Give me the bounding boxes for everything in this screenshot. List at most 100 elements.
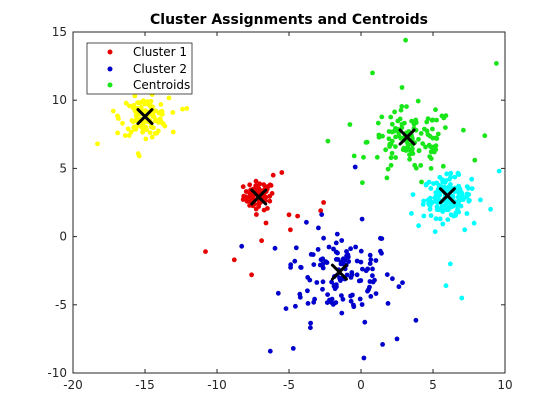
data-point xyxy=(110,108,116,114)
centroid-marker-4 xyxy=(398,128,416,146)
cluster-3-points xyxy=(409,168,502,301)
data-point xyxy=(354,272,360,278)
data-point xyxy=(383,147,388,153)
data-point xyxy=(389,121,395,127)
data-point xyxy=(305,301,311,306)
data-point xyxy=(496,168,502,174)
legend: Cluster 1 Cluster 2 Centroids xyxy=(86,42,193,95)
data-point xyxy=(373,258,379,263)
data-point xyxy=(409,211,414,216)
data-point xyxy=(448,170,454,176)
data-point xyxy=(443,206,448,212)
data-point xyxy=(437,216,443,222)
data-point xyxy=(384,175,390,181)
x-tick-label: 5 xyxy=(429,378,437,392)
data-point xyxy=(335,250,340,256)
data-point xyxy=(423,144,428,150)
data-point xyxy=(144,99,150,104)
data-point xyxy=(311,299,317,305)
data-point xyxy=(389,150,395,156)
data-point xyxy=(430,126,435,132)
centroid-marker-5 xyxy=(438,187,456,205)
data-point xyxy=(407,156,412,162)
y-tick-label: 5 xyxy=(59,161,67,175)
data-point xyxy=(471,220,477,226)
legend-marker-cluster-2 xyxy=(107,66,113,72)
data-point xyxy=(437,174,443,180)
data-point xyxy=(339,293,344,298)
data-point xyxy=(263,220,269,226)
data-point xyxy=(448,174,453,180)
data-point xyxy=(308,252,314,257)
data-point xyxy=(403,37,408,43)
data-point xyxy=(367,252,373,258)
data-point xyxy=(351,302,356,308)
data-point xyxy=(359,216,365,222)
legend-box xyxy=(86,42,193,95)
data-point xyxy=(432,229,438,235)
data-point xyxy=(325,138,331,144)
data-point xyxy=(405,144,411,150)
data-point xyxy=(170,110,176,115)
data-point xyxy=(413,317,419,323)
data-point xyxy=(416,148,422,154)
data-point xyxy=(459,193,465,199)
data-point xyxy=(160,121,165,126)
data-point xyxy=(409,149,415,155)
data-point xyxy=(389,129,395,135)
data-point xyxy=(115,113,120,119)
data-point xyxy=(316,225,321,231)
data-point xyxy=(317,262,323,268)
data-point xyxy=(368,294,374,299)
data-point xyxy=(393,134,398,140)
data-point xyxy=(308,320,313,326)
data-point xyxy=(120,120,125,126)
data-point xyxy=(339,310,345,316)
data-point xyxy=(170,129,176,135)
y-tick-label: 0 xyxy=(59,230,67,244)
data-point xyxy=(344,272,350,278)
y-axis: -10 -5 0 5 10 15 xyxy=(47,25,505,380)
data-point xyxy=(131,125,137,130)
x-tick-label: 0 xyxy=(357,378,365,392)
data-point xyxy=(464,211,470,216)
data-point xyxy=(130,105,136,111)
data-point xyxy=(360,180,365,186)
data-point xyxy=(433,143,439,149)
data-point xyxy=(467,198,472,203)
cluster-4-points xyxy=(325,37,499,186)
data-point xyxy=(95,141,100,147)
data-point xyxy=(304,219,309,225)
data-point xyxy=(360,266,365,272)
data-point xyxy=(361,355,367,361)
data-point xyxy=(122,133,128,139)
data-point xyxy=(445,199,451,205)
data-point xyxy=(347,122,353,127)
data-point xyxy=(373,291,379,296)
data-point xyxy=(334,231,340,237)
data-point xyxy=(419,179,424,185)
data-point xyxy=(434,195,440,201)
data-point xyxy=(461,127,466,133)
data-point xyxy=(261,207,267,213)
data-point xyxy=(441,115,447,121)
legend-label-cluster-1: Cluster 1 xyxy=(133,45,187,59)
data-point xyxy=(399,104,405,109)
data-point xyxy=(376,132,382,138)
data-point xyxy=(166,95,172,101)
data-point xyxy=(138,100,143,105)
data-point xyxy=(249,272,255,278)
data-point xyxy=(472,157,478,163)
data-point xyxy=(435,131,441,137)
data-point xyxy=(488,206,493,212)
data-point xyxy=(385,301,391,306)
data-point xyxy=(333,240,339,246)
x-axis: -20 -15 -10 -5 0 5 10 xyxy=(63,32,513,392)
data-point xyxy=(456,172,462,178)
data-point xyxy=(293,245,299,251)
data-point xyxy=(440,163,446,169)
data-point xyxy=(447,261,453,267)
data-point xyxy=(378,235,383,241)
data-point xyxy=(368,257,374,262)
data-point xyxy=(404,104,409,109)
